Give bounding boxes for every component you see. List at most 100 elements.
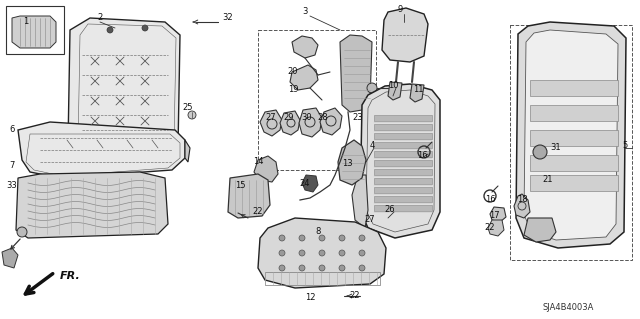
Bar — [258, 30, 376, 170]
Polygon shape — [260, 110, 282, 136]
Text: 5: 5 — [622, 140, 628, 150]
Text: 27: 27 — [266, 114, 276, 122]
Circle shape — [188, 111, 196, 119]
Text: 7: 7 — [10, 160, 15, 169]
Text: 6: 6 — [10, 125, 15, 135]
Bar — [530, 155, 618, 171]
Polygon shape — [374, 178, 432, 184]
Text: 24: 24 — [300, 179, 310, 188]
Text: 3: 3 — [302, 8, 308, 17]
Bar — [530, 80, 618, 96]
Text: 9: 9 — [397, 5, 403, 14]
Polygon shape — [352, 175, 368, 228]
Circle shape — [299, 265, 305, 271]
Bar — [6, 6, 64, 54]
Polygon shape — [254, 156, 278, 182]
Polygon shape — [68, 18, 180, 168]
Bar — [510, 25, 632, 260]
Polygon shape — [410, 84, 424, 102]
Polygon shape — [382, 8, 428, 62]
Polygon shape — [374, 124, 432, 130]
Circle shape — [17, 227, 27, 237]
Text: 28: 28 — [317, 114, 328, 122]
Text: 33: 33 — [6, 181, 17, 189]
Text: SJA4B4003A: SJA4B4003A — [542, 303, 594, 313]
Bar — [530, 130, 618, 146]
Polygon shape — [490, 207, 506, 222]
Text: 29: 29 — [284, 114, 294, 122]
Text: 11: 11 — [413, 85, 423, 94]
Polygon shape — [524, 30, 618, 240]
Circle shape — [319, 235, 325, 241]
Polygon shape — [340, 35, 372, 112]
Circle shape — [367, 83, 377, 93]
Polygon shape — [374, 142, 432, 148]
Circle shape — [107, 27, 113, 33]
Polygon shape — [374, 205, 432, 211]
Polygon shape — [374, 196, 432, 202]
Text: 13: 13 — [342, 159, 352, 167]
Text: 22: 22 — [349, 291, 360, 300]
Circle shape — [319, 250, 325, 256]
Text: 21: 21 — [543, 175, 553, 184]
Polygon shape — [374, 169, 432, 175]
Polygon shape — [374, 160, 432, 166]
Text: 17: 17 — [489, 211, 499, 219]
Polygon shape — [388, 82, 402, 100]
Circle shape — [279, 235, 285, 241]
Polygon shape — [488, 220, 504, 236]
Text: 8: 8 — [316, 227, 321, 236]
Circle shape — [533, 145, 547, 159]
Text: 32: 32 — [223, 13, 234, 23]
Circle shape — [339, 265, 345, 271]
Polygon shape — [299, 108, 322, 137]
Polygon shape — [374, 115, 432, 121]
Polygon shape — [524, 218, 556, 242]
Polygon shape — [16, 172, 168, 238]
Polygon shape — [292, 36, 318, 58]
Polygon shape — [302, 175, 318, 192]
Text: 23: 23 — [353, 114, 364, 122]
Text: 26: 26 — [385, 205, 396, 214]
Text: 31: 31 — [550, 144, 561, 152]
Text: 1: 1 — [24, 18, 29, 26]
Circle shape — [339, 235, 345, 241]
Polygon shape — [374, 133, 432, 139]
Circle shape — [279, 250, 285, 256]
Text: 30: 30 — [301, 114, 312, 122]
Polygon shape — [360, 84, 440, 238]
Text: 18: 18 — [516, 196, 527, 204]
Polygon shape — [514, 194, 530, 218]
Text: 4: 4 — [369, 140, 374, 150]
Text: 16: 16 — [484, 196, 495, 204]
Bar — [530, 105, 618, 121]
Circle shape — [359, 250, 365, 256]
Text: 2: 2 — [97, 13, 102, 23]
Polygon shape — [280, 111, 300, 135]
Circle shape — [359, 235, 365, 241]
Polygon shape — [258, 218, 386, 288]
Text: 15: 15 — [235, 181, 245, 189]
Polygon shape — [228, 174, 270, 218]
Circle shape — [319, 265, 325, 271]
Circle shape — [142, 25, 148, 31]
Polygon shape — [2, 248, 18, 268]
Text: 27: 27 — [365, 216, 375, 225]
Polygon shape — [185, 140, 190, 162]
Text: 20: 20 — [288, 68, 298, 77]
Bar — [530, 175, 618, 191]
Polygon shape — [18, 122, 185, 178]
Text: 16: 16 — [417, 151, 428, 160]
Circle shape — [299, 250, 305, 256]
Text: 12: 12 — [305, 293, 316, 301]
Polygon shape — [374, 151, 432, 157]
Polygon shape — [516, 22, 626, 248]
Text: 22: 22 — [484, 224, 495, 233]
Circle shape — [299, 235, 305, 241]
Polygon shape — [12, 16, 56, 48]
Polygon shape — [374, 187, 432, 193]
Text: FR.: FR. — [60, 271, 81, 281]
Polygon shape — [320, 108, 342, 135]
Polygon shape — [338, 140, 366, 185]
Text: 25: 25 — [183, 103, 193, 113]
